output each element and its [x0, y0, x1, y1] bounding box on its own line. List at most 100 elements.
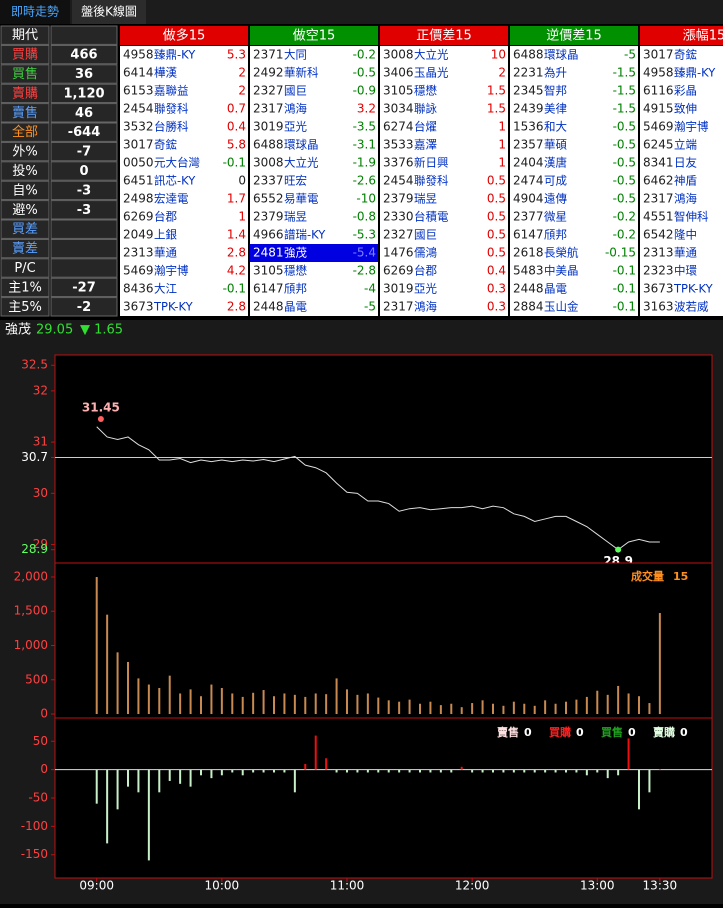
- value-backing: [610, 191, 638, 207]
- stock-code: 2618: [513, 246, 544, 260]
- bar: [523, 769, 526, 773]
- stock-value: 2: [498, 66, 506, 80]
- value-backing: [220, 101, 248, 117]
- stock-value: -5.4: [353, 246, 376, 260]
- stock-value: -0.1: [223, 282, 246, 296]
- bar: [262, 769, 265, 773]
- value-backing: [610, 137, 638, 153]
- legend-value: 0: [576, 726, 584, 739]
- value-backing: [610, 65, 638, 81]
- stock-name: 台燿: [414, 120, 437, 134]
- panel-label: 自%: [12, 183, 37, 198]
- stock-name: 奇鋐: [674, 48, 697, 62]
- bar: [408, 699, 411, 715]
- panel-value-cell: [50, 122, 118, 142]
- bar: [158, 769, 161, 793]
- stock-code: 6147: [513, 228, 544, 242]
- stock-code: 2377: [513, 210, 544, 224]
- stock-value: 2: [238, 84, 246, 98]
- bar: [106, 614, 109, 715]
- tab-active[interactable]: [0, 0, 70, 24]
- value-backing: [480, 65, 508, 81]
- stock-code: 2439: [513, 102, 544, 116]
- stock-name: 鴻海: [284, 102, 307, 116]
- bar: [450, 703, 453, 715]
- bar: [606, 769, 609, 779]
- legend-name: 成交量: [631, 569, 664, 583]
- stock-code: 2454: [123, 102, 154, 116]
- stock-name: 瑞昱: [284, 210, 307, 224]
- stock-value: -5: [624, 48, 636, 62]
- tab-label[interactable]: 盤後K線圖: [81, 4, 137, 19]
- stock-name: 聯發科: [414, 174, 449, 188]
- stock-name: 強茂: [284, 246, 307, 260]
- bar: [293, 769, 296, 793]
- stock-value: 1: [498, 120, 506, 134]
- tab[interactable]: [72, 0, 146, 24]
- stock-code: 2313: [123, 246, 154, 260]
- stock-code: 3019: [383, 282, 414, 296]
- bar: [533, 705, 536, 715]
- stock-name: 瀚宇博: [674, 120, 709, 134]
- stock-name: 立端: [674, 138, 697, 152]
- stock-name: 宏達電: [154, 192, 189, 206]
- stock-value: 0.5: [487, 228, 506, 242]
- panel-label: 買售: [12, 66, 38, 82]
- bar: [252, 769, 255, 773]
- value-backing: [350, 119, 378, 135]
- stock-value: 2: [238, 66, 246, 80]
- bar: [231, 693, 234, 715]
- legend-value: 15: [673, 570, 688, 583]
- stock-code: 2481: [253, 246, 284, 260]
- bar: [419, 769, 421, 773]
- bar: [346, 769, 348, 773]
- bar: [492, 703, 494, 715]
- bar: [544, 769, 547, 773]
- panel-value-cell: [50, 141, 118, 162]
- stock-name: 彩晶: [674, 84, 697, 98]
- stock-value: -1.5: [613, 84, 636, 98]
- stock-code: 6269: [383, 264, 414, 278]
- panel-value: -2: [77, 300, 91, 315]
- bar: [241, 769, 244, 776]
- stock-name: 儒鴻: [414, 246, 437, 260]
- stock-name: 玉山金: [544, 300, 579, 314]
- value-backing: [350, 101, 378, 117]
- value-backing: [480, 281, 508, 297]
- panel-label-cell: [0, 64, 50, 84]
- bar: [127, 769, 129, 787]
- panel-label: P/C: [14, 261, 35, 276]
- bar: [377, 697, 380, 715]
- bar: [273, 696, 275, 715]
- stock-value: 3.2: [357, 102, 376, 116]
- value-backing: [480, 173, 508, 189]
- stock-value: 1.4: [227, 228, 246, 242]
- stock-code: 2327: [253, 84, 284, 98]
- bar: [471, 769, 474, 773]
- bar: [554, 769, 557, 773]
- bar: [492, 769, 494, 773]
- stock-name: 為升: [544, 66, 567, 80]
- stock-name: 環球晶: [284, 138, 319, 152]
- value-backing: [480, 47, 508, 63]
- quote-name: 強茂: [5, 323, 31, 338]
- stock-name: 嘉澤: [414, 138, 437, 152]
- bar: [231, 769, 234, 773]
- tab-label[interactable]: 即時走勢: [11, 4, 59, 19]
- value-backing: [610, 245, 638, 261]
- panel-value-cell: [50, 238, 118, 259]
- bar: [617, 685, 620, 715]
- stock-name: 鴻海: [674, 192, 697, 206]
- y-tick-label: 500: [25, 672, 48, 686]
- bar: [325, 758, 328, 770]
- stock-value: 5.8: [227, 138, 246, 152]
- list-body: [640, 46, 723, 316]
- stock-code: 6451: [123, 174, 154, 188]
- stock-code: 2231: [513, 66, 544, 80]
- stock-value: 1: [238, 210, 246, 224]
- value-backing: [480, 83, 508, 99]
- stock-name: 可成: [544, 174, 567, 188]
- bar: [398, 769, 401, 773]
- stock-value: 0.5: [487, 174, 506, 188]
- bar: [293, 694, 296, 715]
